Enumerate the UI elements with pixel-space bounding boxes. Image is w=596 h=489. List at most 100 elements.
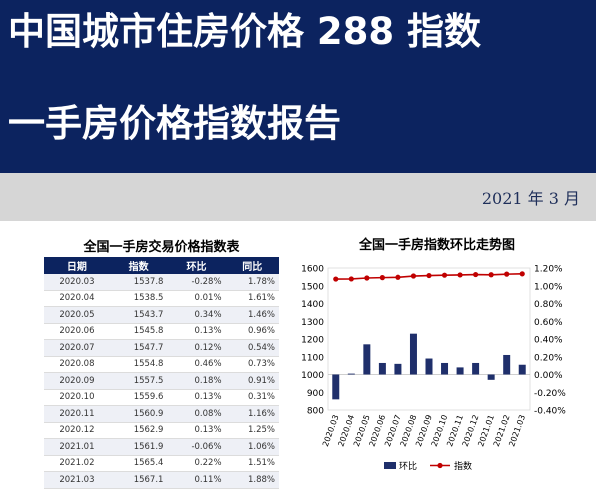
table-cell: 2021.03 [44,471,110,489]
right-axis-tick-label: 1.00% [534,282,563,292]
table-cell: 2020.04 [44,290,110,307]
table-cell: 0.01% [167,290,226,307]
legend-bar-swatch [384,462,396,469]
mom-bar [394,363,402,375]
table-row: 2020.05 1543.7 0.34% 1.46% [44,306,279,324]
legend-bar-label: 环比 [399,460,417,472]
right-axis-tick-label: 0.60% [534,318,563,328]
table-cell: 0.31% [225,389,279,406]
report-date: 2021 年 3 月 [481,189,580,208]
table-cell: 0.46% [167,356,226,373]
table-cell: 1.51% [225,455,279,472]
right-axis-tick-label: -0.20% [534,389,566,399]
table-cell: 1560.9 [109,405,168,423]
right-axis-tick-label: 0.40% [534,336,563,346]
left-axis-tick-label: 1400 [301,300,324,310]
table-cell: 1.61% [225,290,279,307]
table-cell: 1559.6 [109,389,168,406]
table-cell: 0.54% [225,339,279,357]
column-header-index: 指数 [109,257,168,274]
index-point [379,275,385,281]
table-cell: 0.34% [167,306,226,324]
table-row: 2020.08 1554.8 0.46% 0.73% [44,356,279,373]
report-title: 中国城市住房价格 288 指数 [8,10,481,53]
table-cell: -0.28% [167,274,226,291]
index-point [395,274,401,280]
mom-trend-chart: 1600 1500 1400 1300 1200 1100 1000 900 800 1.20% 1… [301,265,566,473]
table-cell: 2020.11 [44,405,110,423]
index-point [426,272,432,279]
table-row: 2021.02 1565.4 0.22% 1.51% [44,455,279,472]
table-cell: 1.25% [225,422,279,439]
table-cell: 2020.09 [44,372,110,390]
table-cell: 2021.02 [44,455,110,472]
column-header-date: 日期 [44,257,110,274]
report-subtitle: 一手房价格指数报告 [8,102,341,145]
table-cell: 1.78% [225,274,279,291]
table-cell: 1565.4 [109,455,168,472]
chart-panel: 全国一手房指数环比走势图 1600 1500 1400 1300 1200 1100 100… [284,230,590,485]
index-point [457,272,463,278]
table-row: 2021.01 1561.9 -0.06% 1.06% [44,438,279,456]
left-axis-tick-label: 800 [307,407,324,417]
right-axis-tick-label: 0.80% [534,300,563,310]
index-point [410,273,417,279]
table-cell: 2020.05 [44,306,110,324]
table-row: 2020.11 1560.9 0.08% 1.16% [44,405,279,423]
left-axis-tick-label: 1000 [301,371,324,381]
table-cell: 1545.8 [109,323,168,340]
index-point [333,276,339,282]
index-point [364,275,370,281]
table-cell: 1538.5 [109,290,168,307]
table-row: 2021.03 1567.1 0.11% 1.88% [44,471,279,489]
table-cell: 1.88% [225,471,279,489]
legend-line-label: 指数 [454,460,472,472]
table-row: 2020.06 1545.8 0.13% 0.96% [44,323,279,340]
table-row: 2020.03 1537.8 -0.28% 1.78% [44,274,279,291]
left-axis-tick-label: 1100 [301,353,324,363]
table-title: 全国一手房交易价格指数表 [83,240,240,255]
left-axis-tick-label: 900 [307,389,324,399]
table-cell: 0.08% [167,405,226,423]
left-axis-tick-label: 1300 [301,318,324,328]
mom-bar [487,374,495,380]
table-cell: 1.06% [225,438,279,456]
table-cell: 1561.9 [109,438,168,456]
table-cell: 1537.8 [109,274,168,291]
table-cell: 0.13% [167,422,226,439]
table-cell: 2020.10 [44,389,110,406]
mom-bar [332,374,340,400]
right-axis-tick-label: 0.20% [534,353,563,363]
plot-area [327,267,531,411]
index-point [504,271,510,277]
table-cell: 1.16% [225,405,279,423]
table-cell: 0.13% [167,389,226,406]
table-cell: 1.46% [225,306,279,324]
index-point [488,272,494,278]
table-row: 2020.07 1547.7 0.12% 0.54% [44,339,279,357]
index-point [473,271,479,278]
table-cell: 0.22% [167,455,226,472]
column-header-yoy: 同比 [225,257,279,274]
index-point [348,276,354,282]
table-cell: 2020.06 [44,323,110,340]
table-cell: 1547.7 [109,339,168,357]
right-axis-tick-label: 0.00% [534,371,563,381]
left-axis-tick-label: 1500 [301,282,324,292]
index-table: 日期 指数 环比 同比 2020.03 1537.8 -0.28% 1.78% 2020… [44,257,279,489]
table-cell: 1554.8 [109,356,168,373]
table-row: 2020.09 1557.5 0.18% 0.91% [44,372,279,390]
right-axis-tick-label: -0.40% [534,407,566,417]
table-cell: 1557.5 [109,372,168,390]
mom-bar [503,354,511,375]
table-row: 2020.04 1538.5 0.01% 1.61% [44,290,279,307]
table-cell: 2020.03 [44,274,110,291]
mom-bar [456,367,464,375]
mom-bar [518,364,526,375]
index-point [441,272,448,278]
header-banner: 中国城市住房价格 288 指数 一手房价格指数报告 [0,0,596,173]
table-cell: 2021.01 [44,438,110,456]
legend-line-marker [437,462,443,469]
table-cell: 0.13% [167,323,226,340]
table-cell: 2020.08 [44,356,110,373]
